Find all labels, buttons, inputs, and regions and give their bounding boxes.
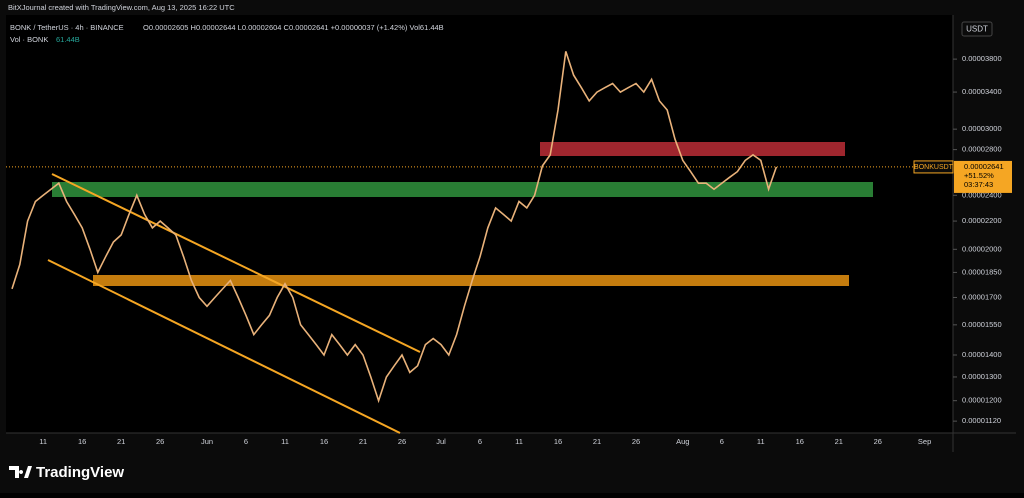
price-line [11,51,778,404]
y-tick-label: 0.00003000 [962,124,1002,133]
x-tick-label: 6 [478,437,482,446]
currency-box [961,21,993,37]
x-tick-label: 16 [320,437,328,446]
symbol-tag [913,160,954,174]
x-tick-label: 16 [78,437,86,446]
x-tick-label: 16 [796,437,804,446]
volume-label: Vol · BONK [10,35,48,44]
x-tick-label: 11 [757,437,765,446]
price-tag [954,160,1012,193]
x-tick-label: Jul [436,437,446,446]
x-tick-label: 6 [720,437,724,446]
x-tick-label: 21 [359,437,367,446]
brand: TradingView [36,464,124,481]
channel-upper [51,173,421,353]
x-tick-label: 21 [593,437,601,446]
y-tick-label: 0.00001120 [962,416,1001,425]
y-tick-label: 0.00001550 [962,320,1002,329]
channel-lower [47,259,401,434]
volume-value: 61.44B [56,35,80,44]
data-layer: 0.00003800 0.00003400 0.00003000 0.00002800… [6,51,1012,446]
symbol-title: BONK / TetherUS · 4h · BINANCE [10,23,124,32]
y-tick-label: 0.00002000 [962,244,1002,253]
resistance-zone [540,142,845,156]
x-tick-label: 26 [632,437,640,446]
y-tick-label: 0.00001850 [962,267,1002,276]
y-tick-label: 0.00003400 [962,87,1002,96]
x-tick-label: 6 [244,437,248,446]
y-tick-label: 0.00001400 [962,350,1002,359]
x-tick-label: 26 [156,437,164,446]
plot-area [6,15,953,433]
x-tick-label: Aug [676,437,689,446]
caption: BitXJournal created with TradingView.com… [8,3,235,12]
symbol-tag-text: BONKUSDT [914,164,954,171]
x-tick-label: 11 [515,437,523,446]
x-tick-label: 21 [117,437,125,446]
y-tick-label: 0.00001700 [962,292,1002,301]
demand-zone [93,275,849,286]
ohlc: O0.00002605 H0.00002644 L0.00002604 C0.0… [143,23,444,32]
brand-logo [9,466,32,478]
y-tick-label: 0.00002200 [962,216,1002,225]
y-tick-label: 0.00002400 [962,190,1002,199]
y-tick-label: 0.00002800 [962,145,1002,154]
footer [0,455,1024,493]
price-tag-price: 0.00002641 [964,162,1004,171]
x-tick-label: 26 [398,437,406,446]
x-tick-label: 16 [554,437,562,446]
x-tick-label: 11 [39,437,47,446]
support-zone [52,182,873,197]
y-tick-label: 0.00001200 [962,396,1002,405]
price-tag-countdown: 03:37:43 [964,180,993,189]
currency: USDT [966,25,988,34]
y-tick-label: 0.00003800 [962,54,1002,63]
x-tick-label: 11 [281,437,289,446]
x-tick-label: Sep [918,437,931,446]
x-tick-label: Jun [201,437,213,446]
y-tick-label: 0.00001300 [962,372,1002,381]
x-tick-label: 21 [835,437,843,446]
price-tag-change: +51.52% [964,171,994,180]
x-tick-label: 26 [874,437,882,446]
